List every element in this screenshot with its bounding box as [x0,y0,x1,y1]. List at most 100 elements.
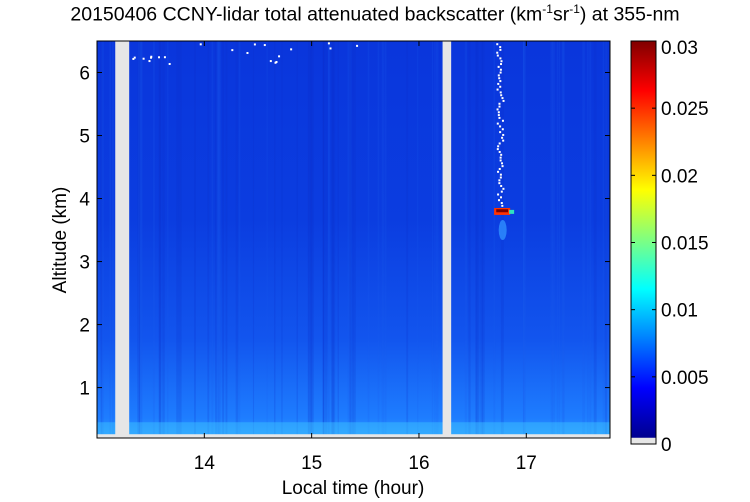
noise-speck [246,51,249,54]
texture-streak [152,41,155,438]
noise-speck [499,125,502,128]
noise-speck [501,136,504,139]
plot-area [97,41,610,438]
texture-streak [464,41,468,438]
colorbar-tick-label: 0.025 [661,99,709,120]
noise-speck [356,44,359,47]
noise-speck [132,57,135,60]
texture-streak [137,41,141,438]
texture-streak [100,41,103,438]
noise-speck [501,165,504,168]
colorbar-tick-label: 0.03 [661,38,698,59]
noise-speck [501,162,504,165]
texture-streak [441,41,444,438]
texture-streak [348,41,351,438]
noise-speck [133,56,136,59]
noise-speck [499,91,502,94]
noise-speck [498,142,501,145]
noise-speck [500,202,503,205]
texture-streak [332,41,336,438]
noise-speck [500,190,503,193]
noise-speck [498,179,501,182]
noise-speck [500,184,503,187]
texture-streak [176,41,179,438]
cloud-core [496,209,509,213]
texture-streak [381,41,384,438]
noise-speck [499,176,502,179]
noise-speck [253,43,256,46]
noise-speck [150,55,153,58]
texture-streak [111,41,114,438]
texture-streak [322,41,325,438]
texture-streak [434,41,436,438]
no-data-strip [97,434,610,438]
texture-streak [602,41,605,438]
noise-speck [498,182,501,185]
texture-streak [605,41,608,438]
texture-streak [435,41,439,438]
noise-speck [499,46,502,49]
noise-speck [501,97,504,100]
texture-streak [493,41,496,438]
noise-speck [497,193,500,196]
texture-streak [137,41,141,438]
texture-streak [476,41,478,438]
texture-streak [523,41,525,438]
noise-speck [496,51,499,54]
texture-streak [589,41,592,438]
noise-speck [499,85,502,88]
noise-speck [498,116,501,119]
texture-streak [377,41,380,438]
noise-speck [497,145,500,148]
texture-streak [222,41,225,438]
noise-speck [502,139,505,142]
noise-speck [502,133,505,136]
texture-streak [109,41,112,438]
texture-streak [328,41,330,438]
colorbar-tick-label: 0 [661,435,672,456]
noise-speck [499,80,502,83]
texture-streak [384,41,387,438]
texture-streak [351,41,354,438]
noise-speck [263,44,266,47]
cloud-edge [509,209,515,214]
texture-streak [561,41,564,438]
colorbar-tick-label: 0.01 [661,301,698,322]
data-gap [115,41,130,438]
noise-speck [500,63,503,66]
colorbar-tick-label: 0.02 [661,166,698,187]
texture-streak [347,41,349,438]
noise-speck [498,102,501,105]
noise-speck [501,204,504,207]
texture-streak [352,41,356,438]
texture-streak [324,41,328,438]
texture-streak [141,41,143,438]
texture-streak [328,41,331,438]
x-tick-label: 15 [301,453,322,474]
noise-speck [500,94,503,97]
texture-streak [523,41,526,438]
texture-streak [322,41,325,438]
noise-speck [278,55,281,58]
noise-speck [499,48,502,51]
noise-speck [496,88,499,91]
noise-speck [496,43,499,46]
noise-speck [499,131,502,134]
texture-streak [337,41,339,438]
noise-speck [496,122,499,125]
texture-streak [323,41,325,438]
noise-speck [499,156,502,159]
x-tick-label: 17 [516,453,537,474]
y-tick-label: 6 [79,64,90,85]
noise-speck [497,74,500,77]
texture-streak [550,41,553,438]
texture-streak [194,41,196,438]
texture-streak [167,41,169,438]
noise-speck [497,82,500,85]
plot-frame [96,40,611,439]
noise-speck [329,47,332,50]
texture-streak [158,41,162,438]
texture-streak [218,41,221,438]
texture-streak [350,41,352,438]
